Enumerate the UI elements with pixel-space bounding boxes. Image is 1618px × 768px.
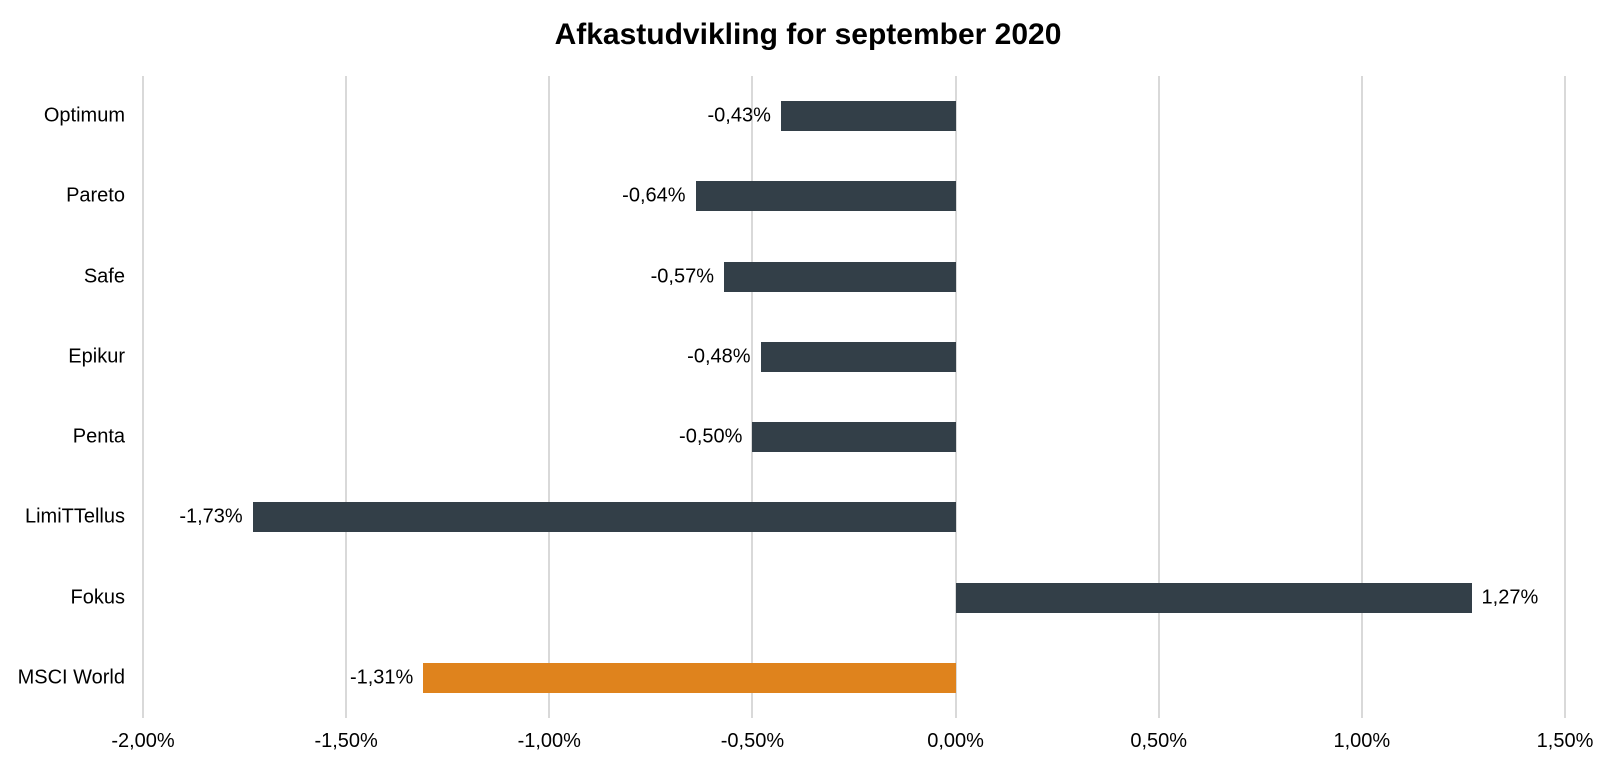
- bar-value-label: -0,50%: [679, 425, 743, 448]
- gridline: [1564, 76, 1566, 718]
- x-tick-label: 0,50%: [1130, 730, 1188, 752]
- category-label: Safe: [83, 265, 125, 288]
- category-label: Fokus: [70, 586, 125, 609]
- bar-value-label: -1,73%: [179, 505, 243, 528]
- bar: [723, 261, 956, 292]
- chart-title: Afkastudvikling for september 2020: [554, 18, 1062, 51]
- x-tick-label: 0,00%: [927, 730, 984, 752]
- category-label: Pareto: [66, 184, 125, 207]
- bar: [252, 502, 956, 533]
- bar: [760, 341, 956, 372]
- gridline: [954, 76, 957, 718]
- gridline: [142, 76, 144, 718]
- category-label: MSCI World: [17, 666, 125, 689]
- x-tick-label: 1,50%: [1536, 730, 1594, 752]
- x-tick-label: -0,50%: [720, 730, 785, 752]
- bar-value-label: -0,64%: [622, 184, 686, 207]
- bar-value-label: -1,31%: [349, 666, 414, 689]
- bar: [752, 422, 956, 453]
- bar: [695, 181, 956, 212]
- bar-value-label: -0,57%: [650, 265, 714, 288]
- gridline: [548, 76, 551, 718]
- x-tick-label: -2,00%: [111, 730, 175, 752]
- category-label: Penta: [72, 425, 125, 448]
- category-label: Optimum: [43, 104, 125, 127]
- gridline: [345, 76, 348, 718]
- x-tick-label: -1,50%: [314, 730, 378, 752]
- bar: [780, 101, 956, 132]
- gridline: [1360, 76, 1363, 718]
- category-label: Epikur: [68, 345, 125, 368]
- category-label: LimiTTellus: [24, 505, 125, 528]
- x-tick-label: -1,00%: [517, 730, 581, 752]
- bar-value-label: 1,27%: [1481, 586, 1539, 609]
- gridline: [751, 76, 754, 718]
- bar: [955, 582, 1472, 613]
- bar: [423, 662, 956, 693]
- gridline: [1157, 76, 1160, 718]
- x-tick-label: 1,00%: [1333, 730, 1391, 752]
- bar-value-label: -0,48%: [687, 345, 751, 368]
- bar-value-label: -0,43%: [707, 104, 771, 127]
